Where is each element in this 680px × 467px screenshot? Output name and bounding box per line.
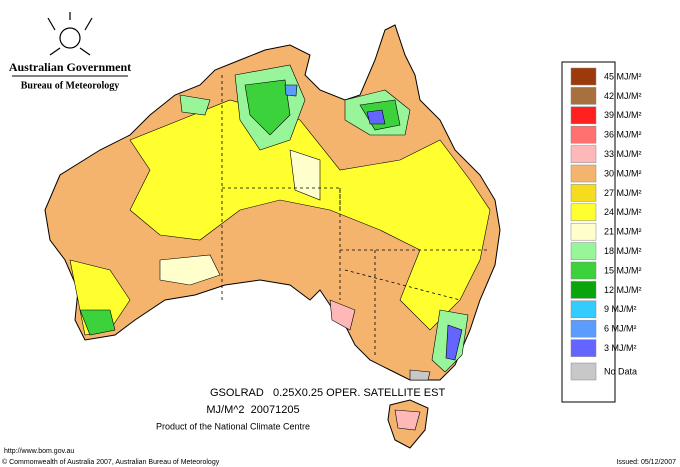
issued: Issued: 05/12/2007	[616, 459, 676, 466]
legend-swatch	[570, 145, 597, 163]
legend-label: No Data	[604, 366, 637, 376]
url: http://www.bom.gov.au	[4, 448, 74, 455]
legend-label: 12 MJ/M²	[604, 285, 642, 295]
legend-swatch	[570, 106, 597, 125]
agency: Bureau of Meteorology	[21, 80, 120, 91]
legend-label: 27 MJ/M²	[604, 188, 642, 198]
product-name: GSOLRAD 0.25X0.25 OPER. SATELLITE EST	[210, 387, 445, 399]
legend-label: 30 MJ/M²	[604, 168, 642, 178]
copyright: © Commonwealth of Australia 2007, Austra…	[2, 458, 220, 466]
legend-swatch	[570, 339, 597, 357]
legend-label: 39 MJ/M²	[604, 110, 642, 120]
legend-label: 9 MJ/M²	[604, 304, 637, 314]
australia-map	[44, 24, 501, 449]
legend-swatch	[570, 67, 597, 86]
legend: 45 MJ/M² 42 MJ/M² 39 MJ/M² 36 MJ/M² 33 MJ/M²…	[570, 67, 642, 381]
legend-swatch	[570, 281, 597, 299]
legend-label: 3 MJ/M²	[604, 343, 637, 353]
legend-swatch	[570, 203, 597, 222]
legend-swatch	[570, 87, 597, 105]
legend-label: 18 MJ/M²	[604, 246, 642, 256]
units-date: MJ/M^2 20071205	[206, 404, 299, 416]
legend-swatch	[570, 319, 597, 338]
legend-swatch	[570, 300, 597, 319]
legend-label: 45 MJ/M²	[604, 71, 642, 81]
legend-label: 6 MJ/M²	[604, 324, 637, 334]
legend-label: 36 MJ/M²	[604, 130, 642, 140]
government: Australian Government	[9, 60, 131, 74]
legend-label: 21 MJ/M²	[604, 227, 642, 237]
legend-swatch	[570, 242, 597, 260]
legend-label: 24 MJ/M²	[604, 207, 642, 217]
legend-swatch	[570, 222, 597, 241]
legend-swatch	[570, 184, 597, 202]
legend-swatch	[570, 125, 597, 144]
producer: Product of the National Climate Centre	[156, 421, 310, 431]
legend-label: 15 MJ/M²	[604, 265, 642, 275]
legend-swatch	[570, 164, 597, 183]
legend-label: 42 MJ/M²	[604, 91, 642, 101]
legend-swatch	[570, 261, 597, 280]
legend-label: 33 MJ/M²	[604, 149, 642, 159]
coat-of-arms	[47, 12, 93, 56]
legend-swatch	[570, 362, 597, 381]
